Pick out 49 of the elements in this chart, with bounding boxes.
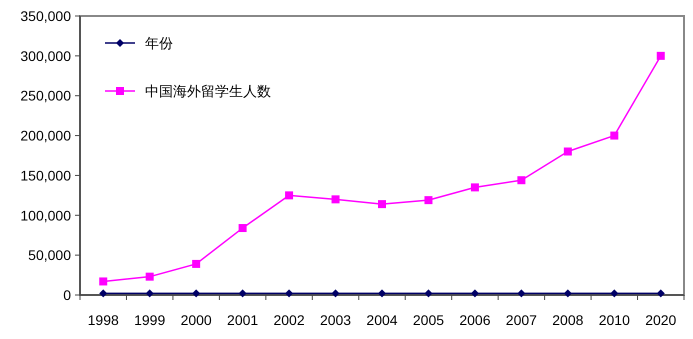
point <box>378 289 386 298</box>
point <box>192 260 200 268</box>
y-tick-label: 50,000 <box>28 247 72 264</box>
point <box>238 224 247 232</box>
legend-label: 年份 <box>145 35 173 51</box>
y-tick-label: 100,000 <box>20 207 72 224</box>
y-tick-label: 300,000 <box>20 48 72 64</box>
point <box>99 289 108 298</box>
point <box>610 132 618 140</box>
x-tick-label: 2003 <box>320 312 352 328</box>
x-tick-label: 2010 <box>598 312 630 328</box>
x-tick-label: 2006 <box>459 312 491 328</box>
x-tick-label: 1999 <box>134 312 166 328</box>
point <box>378 200 386 208</box>
point <box>564 148 572 156</box>
point <box>517 289 526 298</box>
y-tick-label: 0 <box>63 287 72 303</box>
point <box>99 277 108 286</box>
point <box>424 196 432 204</box>
y-tick-label: 200,000 <box>20 128 72 144</box>
point <box>285 191 294 200</box>
point <box>238 289 247 298</box>
x-tick-label: 2005 <box>412 312 444 328</box>
point <box>656 289 665 298</box>
x-tick-label: 2007 <box>506 312 538 328</box>
y-tick-label: 150,000 <box>20 167 72 184</box>
legend-label: 中国海外留学生人数 <box>145 83 271 99</box>
point <box>564 289 572 298</box>
point <box>470 289 479 298</box>
x-tick-label: 2000 <box>180 312 212 328</box>
point <box>332 289 340 298</box>
point <box>146 289 154 298</box>
point <box>610 289 618 298</box>
y-tick-label: 350,000 <box>20 8 72 24</box>
point <box>332 195 340 204</box>
point <box>285 289 294 298</box>
point <box>470 183 479 192</box>
x-tick-label: 2008 <box>552 312 584 328</box>
x-tick-label: 2004 <box>366 312 398 328</box>
x-tick-label: 2020 <box>645 312 677 328</box>
x-tick-label: 2002 <box>274 312 305 328</box>
point <box>192 289 200 298</box>
point <box>517 176 526 184</box>
y-tick-label: 250,000 <box>20 88 72 104</box>
point <box>424 289 432 298</box>
point <box>656 52 665 60</box>
x-tick-label: 1998 <box>88 312 120 328</box>
x-tick-label: 2001 <box>227 312 258 328</box>
point <box>146 272 154 281</box>
